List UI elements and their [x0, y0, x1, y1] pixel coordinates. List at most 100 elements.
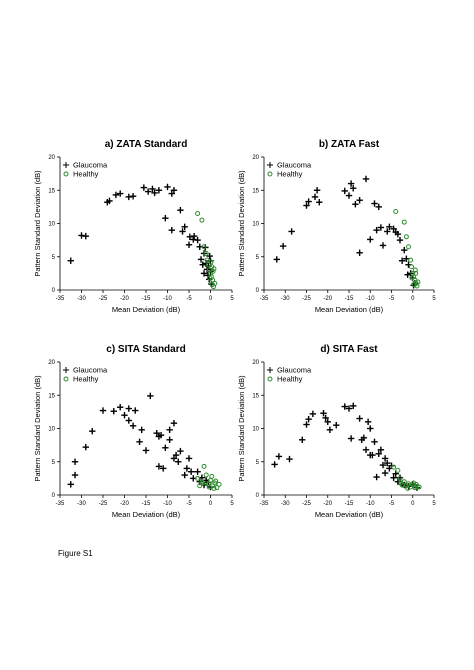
- legend-label-glaucoma: Glaucoma: [277, 366, 312, 375]
- chart-title: c) SITA Standard: [106, 344, 185, 355]
- y-tick-label: 15: [252, 188, 259, 194]
- x-axis-label: Mean Deviation (dB): [112, 305, 181, 314]
- glaucoma-point: [67, 481, 74, 488]
- glaucoma-point: [129, 193, 137, 200]
- y-tick-label: 10: [48, 427, 55, 433]
- glaucoma-point: [71, 458, 79, 465]
- x-tick-label: 0: [209, 501, 213, 507]
- glaucoma-point: [373, 473, 380, 481]
- glaucoma-point: [129, 422, 137, 430]
- healthy-point: [416, 484, 422, 490]
- glaucoma-point: [367, 425, 374, 432]
- glaucoma-point: [311, 193, 319, 201]
- glaucoma-point: [350, 185, 357, 192]
- glaucoma-point: [273, 256, 280, 263]
- x-tick-label: -20: [323, 501, 332, 507]
- healthy-point: [197, 483, 203, 489]
- legend-label-healthy: Healthy: [277, 170, 303, 179]
- glaucoma-point: [341, 187, 348, 195]
- y-tick-label: 20: [252, 360, 259, 366]
- glaucoma-point: [190, 232, 198, 240]
- glaucoma-point: [71, 471, 79, 479]
- glaucoma-point: [187, 468, 195, 475]
- legend-marker-healthy: [63, 376, 69, 382]
- glaucoma-point: [151, 189, 158, 197]
- glaucoma-point: [106, 197, 113, 205]
- glaucoma-point: [305, 415, 312, 423]
- glaucoma-point: [381, 455, 389, 462]
- glaucoma-point: [170, 419, 178, 427]
- series-healthy: [391, 464, 422, 491]
- x-tick-label: -10: [366, 501, 375, 507]
- legend-marker-glaucoma: [63, 162, 69, 168]
- x-tick-label: -35: [56, 296, 65, 302]
- glaucoma-point: [99, 407, 107, 414]
- glaucoma-point: [377, 446, 385, 453]
- glaucoma-point: [362, 175, 370, 183]
- healthy-point: [211, 284, 217, 290]
- glaucoma-point: [168, 190, 175, 197]
- x-axis-label: Mean Deviation (dB): [315, 305, 384, 314]
- healthy-point: [408, 264, 414, 270]
- glaucoma-point: [404, 271, 411, 278]
- glaucoma-point: [313, 187, 321, 194]
- legend-marker-healthy: [63, 171, 69, 177]
- x-tick-label: -10: [366, 296, 375, 302]
- glaucoma-point: [345, 405, 353, 412]
- chart-title: b) ZATA Fast: [319, 139, 380, 150]
- healthy-point: [412, 267, 418, 273]
- healthy-point: [216, 481, 222, 487]
- glaucoma-point: [183, 465, 191, 472]
- glaucoma-point: [117, 190, 124, 197]
- x-tick-label: -20: [120, 501, 129, 507]
- glaucoma-point: [181, 223, 188, 231]
- glaucoma-point: [199, 261, 206, 268]
- glaucoma-point: [356, 249, 363, 256]
- legend-label-healthy: Healthy: [277, 375, 303, 384]
- x-tick-label: -5: [186, 501, 192, 507]
- glaucoma-point: [170, 187, 178, 194]
- glaucoma-point: [356, 197, 363, 204]
- x-tick-label: -15: [142, 296, 151, 302]
- y-tick-label: 20: [48, 360, 55, 366]
- y-tick-label: 0: [52, 493, 56, 499]
- x-tick-label: -25: [99, 296, 108, 302]
- y-tick-label: 15: [48, 393, 55, 399]
- glaucoma-point: [144, 188, 152, 195]
- healthy-point: [398, 480, 404, 486]
- healthy-point: [391, 464, 397, 470]
- glaucoma-point: [341, 403, 348, 410]
- glaucoma-point: [181, 471, 188, 479]
- glaucoma-point: [369, 451, 376, 459]
- y-tick-label: 15: [252, 393, 259, 399]
- x-tick-label: 5: [432, 296, 436, 302]
- y-tick-label: 10: [252, 427, 259, 433]
- y-axis-label: Pattern Standard Deviation (dB): [33, 375, 42, 482]
- healthy-point: [211, 485, 217, 491]
- healthy-point: [209, 473, 215, 479]
- healthy-point: [415, 279, 421, 285]
- legend-label-glaucoma: Glaucoma: [277, 161, 312, 170]
- legend-marker-healthy: [267, 171, 273, 177]
- glaucoma-point: [82, 443, 89, 451]
- y-tick-label: 20: [48, 155, 55, 161]
- healthy-point: [205, 481, 211, 487]
- glaucoma-point: [185, 455, 193, 462]
- glaucoma-point: [379, 242, 387, 249]
- glaucoma-point: [89, 427, 96, 435]
- glaucoma-point: [345, 192, 353, 199]
- x-tick-label: -20: [323, 296, 332, 302]
- legend-label-glaucoma: Glaucoma: [73, 366, 108, 375]
- healthy-point: [214, 485, 220, 491]
- healthy-point: [403, 234, 409, 240]
- series-healthy: [195, 211, 218, 290]
- healthy-point: [413, 481, 419, 487]
- glaucoma-point: [112, 191, 120, 199]
- glaucoma-point: [162, 214, 169, 222]
- healthy-point: [201, 463, 207, 469]
- glaucoma-point: [153, 429, 160, 437]
- healthy-point: [395, 467, 401, 473]
